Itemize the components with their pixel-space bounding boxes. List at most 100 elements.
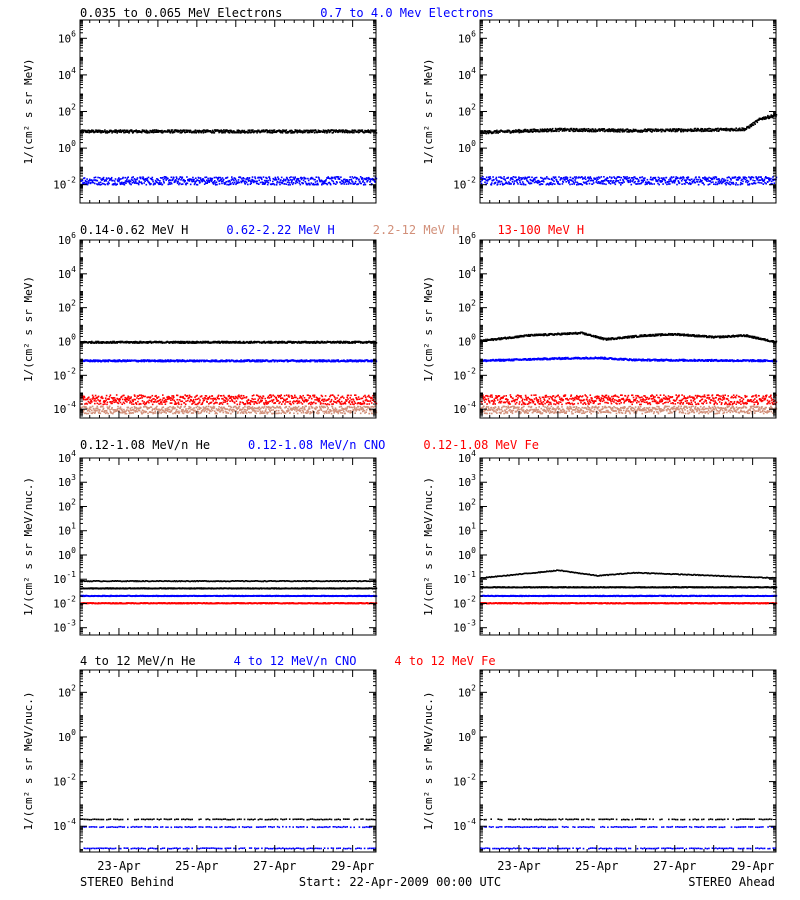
data-point [335, 181, 338, 183]
data-point [619, 182, 621, 184]
data-point [732, 183, 735, 185]
data-point [122, 181, 125, 184]
data-point [150, 406, 153, 408]
data-point [141, 342, 143, 344]
data-point [356, 177, 359, 179]
data-point [217, 129, 219, 131]
data-point [171, 406, 173, 409]
data-point [135, 408, 138, 411]
data-point [278, 181, 281, 184]
plot-frame [79, 19, 377, 204]
data-point [723, 178, 725, 180]
data-point [697, 183, 700, 186]
plot-frame [479, 19, 777, 204]
data-point [137, 182, 140, 185]
data-point [151, 176, 154, 179]
data-point [515, 129, 517, 131]
data-point [721, 177, 724, 180]
data-point [119, 182, 121, 184]
y-tick-label: 104 [458, 66, 476, 82]
data-point [726, 179, 729, 182]
data-point [142, 177, 145, 179]
data-series-1 [80, 129, 378, 134]
data-point [261, 360, 263, 363]
data-point [186, 176, 188, 178]
data-point [320, 359, 323, 362]
data-point [213, 131, 216, 134]
data-point [526, 180, 529, 183]
data-point [351, 181, 354, 183]
data-point [124, 180, 127, 182]
data-point [729, 183, 732, 186]
data-point [598, 182, 600, 185]
data-point [164, 360, 166, 362]
data-point [165, 409, 168, 412]
data-point [658, 178, 660, 181]
y-tick-label: 100 [58, 139, 76, 155]
data-point [370, 129, 373, 132]
data-point [594, 128, 597, 130]
data-point [186, 410, 189, 412]
data-point [102, 405, 104, 408]
data-point [110, 408, 113, 410]
data-point [168, 411, 170, 413]
data-point [358, 131, 361, 133]
data-point [283, 182, 286, 185]
data-point [646, 130, 649, 132]
data-point [140, 181, 143, 183]
data-point [337, 176, 340, 178]
data-point [562, 181, 565, 183]
data-point [206, 179, 208, 182]
data-point [559, 183, 561, 186]
data-point [516, 181, 518, 184]
data-point [217, 178, 219, 181]
data-point [177, 178, 180, 181]
data-point [633, 130, 636, 132]
data-point [222, 178, 225, 181]
data-point [165, 176, 168, 179]
data-point [638, 180, 640, 182]
data-point [117, 130, 120, 133]
data-point [81, 129, 83, 131]
data-point [555, 178, 558, 181]
data-point [159, 183, 162, 185]
data-point [226, 341, 228, 344]
data-point [325, 130, 328, 132]
data-point [627, 181, 630, 184]
data-point [226, 176, 229, 179]
data-point [730, 127, 732, 130]
data-point [564, 179, 566, 181]
data-point [238, 176, 240, 179]
data-point [318, 130, 321, 132]
data-point [125, 410, 127, 412]
data-point [486, 131, 489, 134]
data-point [197, 179, 199, 182]
data-point [494, 181, 497, 184]
data-point [198, 180, 200, 182]
data-point [98, 181, 100, 184]
data-point [480, 180, 482, 183]
data-point [263, 179, 266, 182]
data-point [771, 116, 774, 119]
data-point [236, 131, 238, 133]
data-point [199, 407, 201, 409]
data-point [274, 176, 277, 179]
data-point [82, 182, 84, 184]
data-point [590, 177, 592, 180]
data-point [203, 180, 206, 182]
data-point [300, 176, 302, 179]
data-point [318, 360, 321, 363]
data-point [724, 129, 727, 132]
data-point [338, 178, 341, 180]
data-point [366, 131, 368, 133]
data-point [717, 182, 719, 185]
data-point [276, 341, 278, 343]
data-point [166, 410, 169, 412]
data-point [102, 176, 105, 179]
data-point [613, 176, 615, 178]
data-point [325, 359, 327, 362]
data-point [674, 177, 677, 180]
data-point [94, 360, 96, 363]
data-point [124, 359, 127, 362]
